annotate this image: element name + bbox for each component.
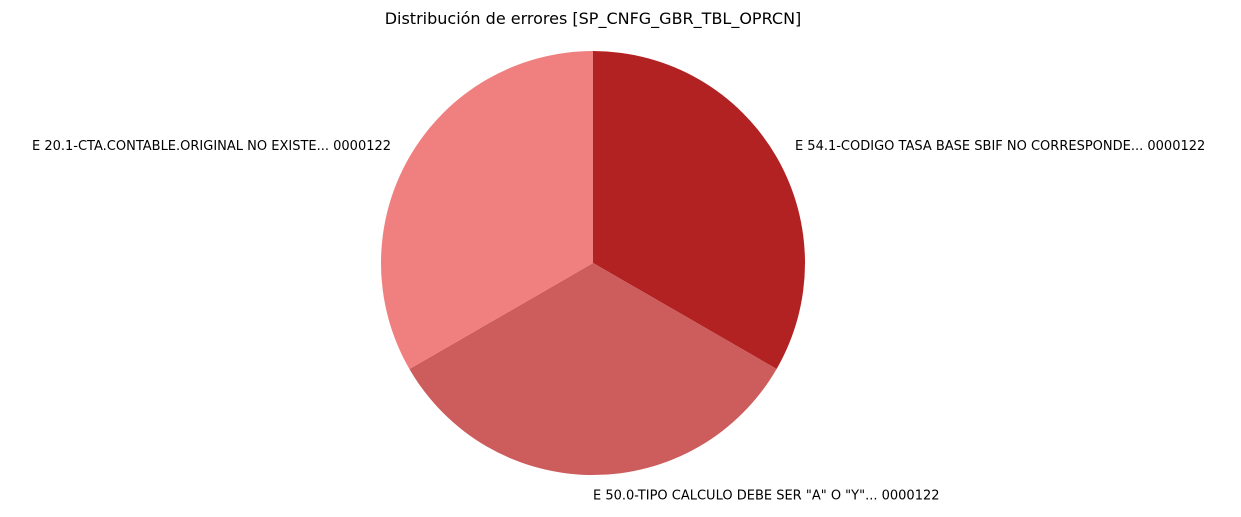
pie-labels: E 54.1-CODIGO TASA BASE SBIF NO CORRESPO… xyxy=(32,139,1205,504)
pie-slice-1 xyxy=(593,51,806,369)
chart-title: Distribución de errores [SP_CNFG_GBR_TBL… xyxy=(385,9,802,29)
pie-slice-label-3: E 20.1-CTA.CONTABLE.ORIGINAL NO EXISTE..… xyxy=(32,139,391,154)
pie-slice-label-2: E 50.0-TIPO CALCULO DEBE SER "A" O "Y"..… xyxy=(593,489,940,504)
pie-slice-3 xyxy=(380,51,593,369)
pie-slice-2 xyxy=(409,263,777,476)
pie-slice-label-1: E 54.1-CODIGO TASA BASE SBIF NO CORRESPO… xyxy=(795,139,1205,154)
pie-slices xyxy=(380,51,806,476)
